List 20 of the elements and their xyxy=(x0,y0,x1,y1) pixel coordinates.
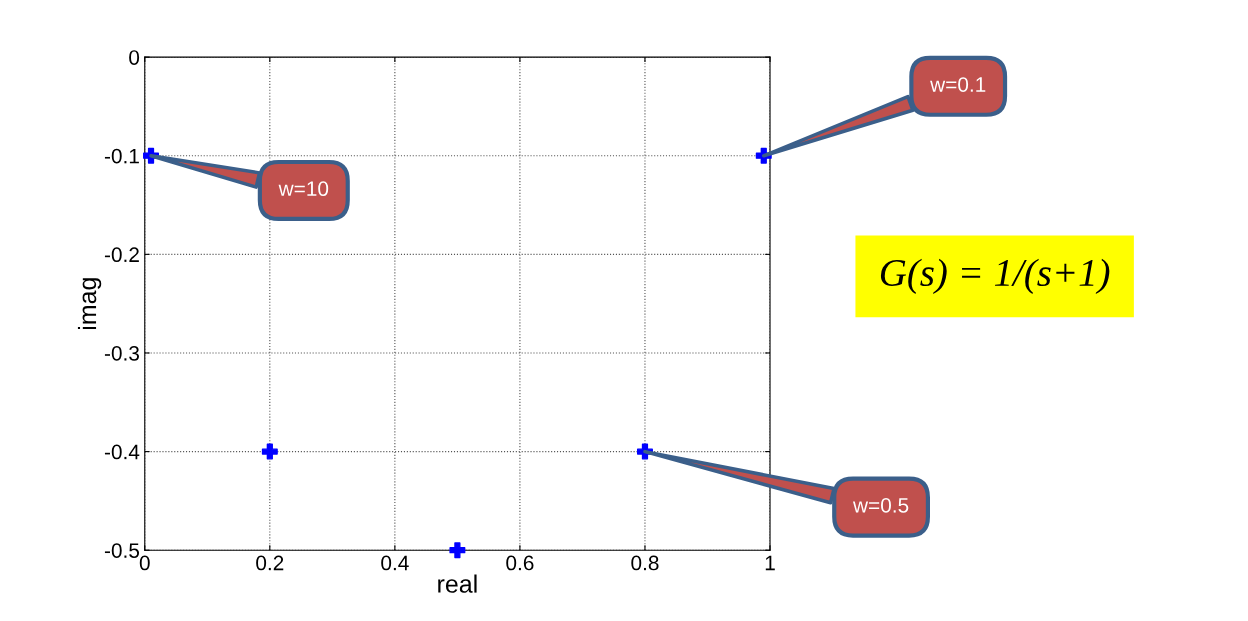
x-tick-label: 0.8 xyxy=(631,555,659,571)
y-tick-label: -0.3 xyxy=(104,345,139,361)
y-tick-label: 0 xyxy=(129,50,140,65)
annotation: w=0.1 xyxy=(930,77,986,92)
x-axis-title: real xyxy=(438,574,477,593)
text: G(s) = 1/(s+1) xyxy=(880,258,1110,294)
annotation: w=0.5 xyxy=(852,497,909,513)
annotation: w=10 xyxy=(278,181,329,197)
point xyxy=(261,443,278,460)
x-tick-label: 0 xyxy=(139,555,150,571)
point xyxy=(449,542,466,559)
y-axis-title: imag xyxy=(77,278,102,330)
x-tick-label: 0.4 xyxy=(381,555,409,571)
y-tick-label: -0.5 xyxy=(104,543,140,558)
x-tick-label: 1 xyxy=(765,555,775,571)
y-tick-label: -0.4 xyxy=(104,444,140,460)
y-tick-label: -0.1 xyxy=(104,148,139,164)
x-tick-label: 0.2 xyxy=(256,555,284,571)
x-tick-label: 0.6 xyxy=(506,555,534,571)
y-tick-label: -0.2 xyxy=(104,247,139,263)
